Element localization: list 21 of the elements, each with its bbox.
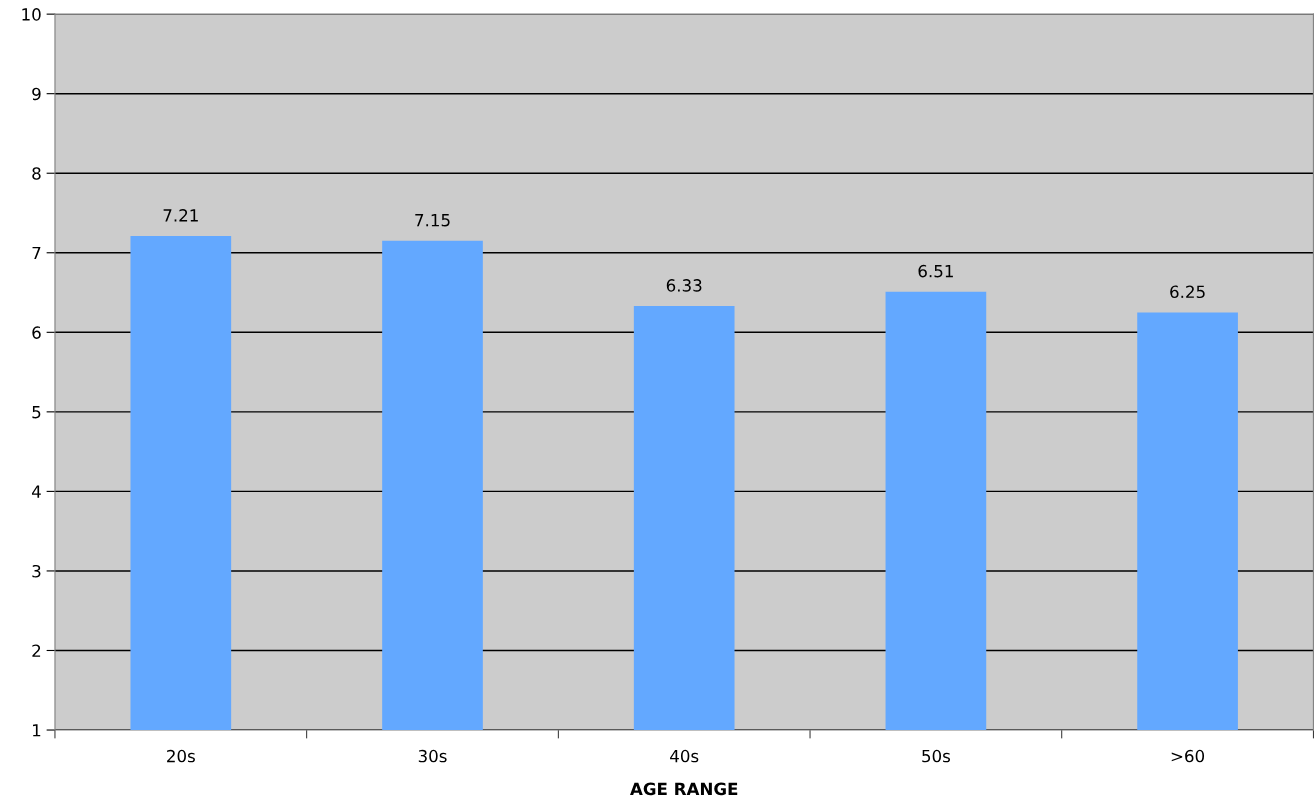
x-tick-label: 30s bbox=[418, 749, 447, 763]
x-tick-label: >60 bbox=[1171, 749, 1205, 763]
y-tick-label: 10 bbox=[22, 8, 41, 21]
data-label: 6.51 bbox=[918, 264, 953, 278]
data-label: 7.15 bbox=[415, 214, 450, 227]
data-label: 6.25 bbox=[1170, 285, 1205, 299]
y-tick-label: 4 bbox=[31, 485, 41, 498]
x-tick-label: 20s bbox=[167, 749, 195, 763]
y-tick-label: 5 bbox=[32, 406, 41, 419]
data-label: 7.21 bbox=[163, 209, 198, 222]
x-axis-title: AGE RANGE bbox=[630, 782, 738, 796]
data-label: 6.33 bbox=[666, 279, 702, 292]
y-tick-label: 9 bbox=[32, 87, 41, 101]
y-tick-label: 8 bbox=[32, 167, 41, 180]
x-tick-label: 50s bbox=[922, 749, 951, 763]
y-tick-label: 6 bbox=[32, 326, 41, 339]
y-tick-label: 1 bbox=[33, 724, 41, 737]
y-tick-label: 7 bbox=[32, 246, 41, 260]
y-tick-label: 3 bbox=[32, 564, 41, 578]
y-tick-label: 2 bbox=[32, 644, 41, 657]
x-tick-label: 40s bbox=[670, 749, 699, 763]
